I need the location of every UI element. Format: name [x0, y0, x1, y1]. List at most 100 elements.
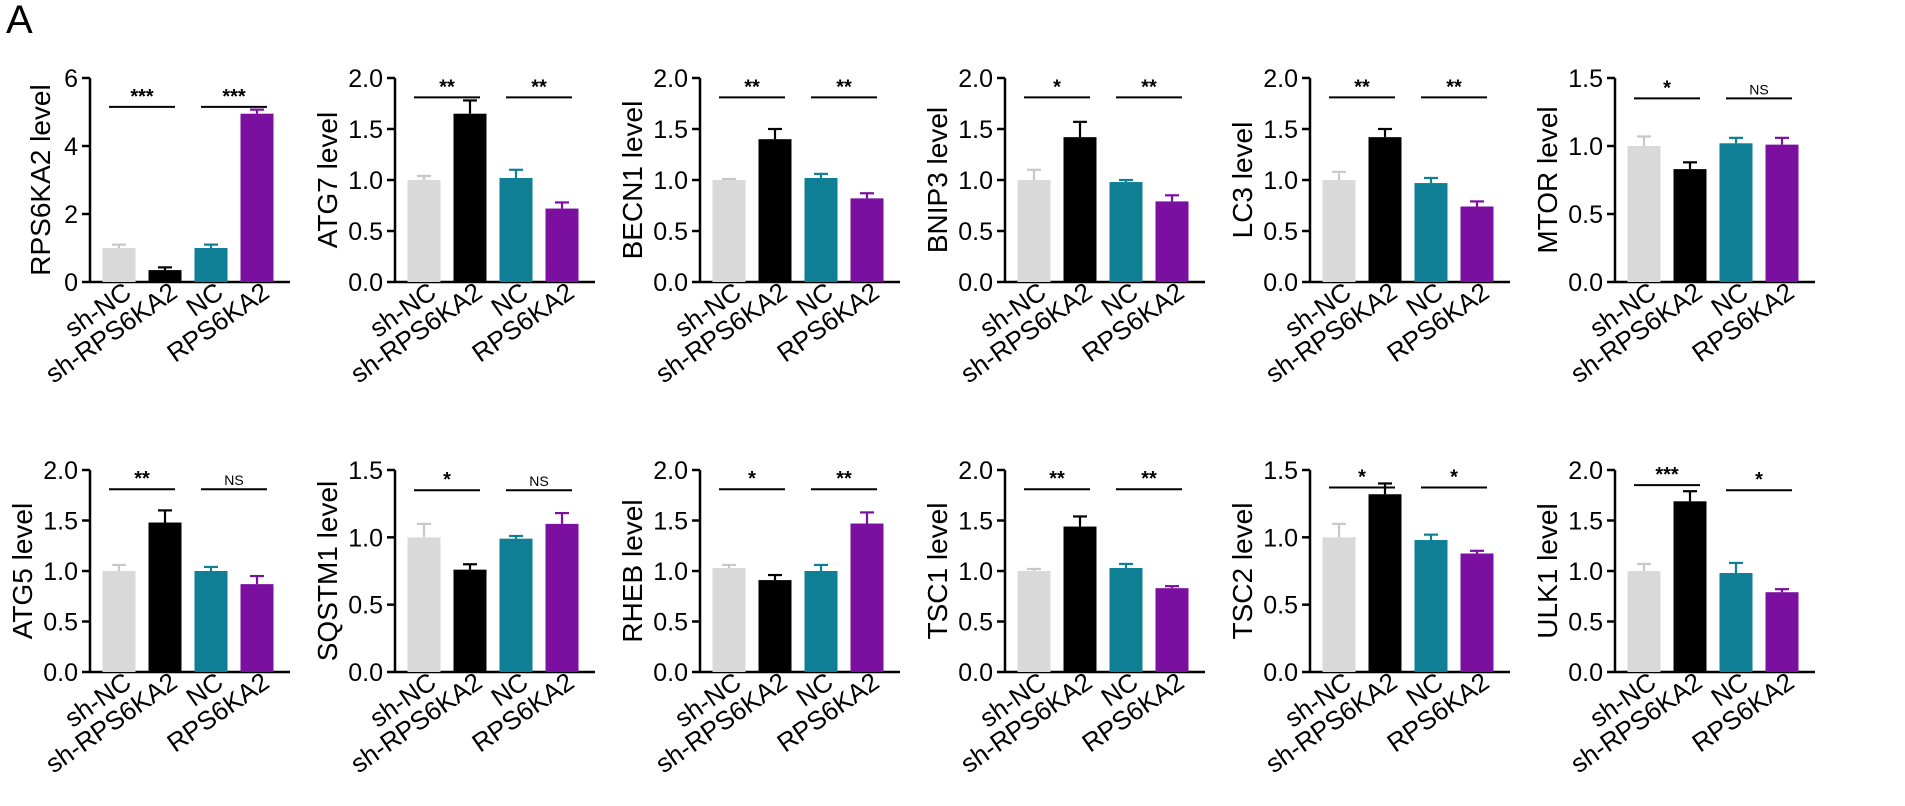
y-tick-label: 1.0 — [43, 558, 78, 586]
significance-label: * — [443, 469, 451, 491]
y-tick-label: 1.5 — [1263, 116, 1298, 144]
y-axis-label: SQSTM1 level — [312, 481, 343, 662]
bar-sh-nc — [1322, 180, 1356, 282]
significance-label: *** — [222, 86, 246, 108]
y-tick-label: 0.0 — [43, 659, 78, 687]
y-tick-label: 1.5 — [653, 508, 688, 536]
bar-sh-nc — [102, 571, 136, 672]
bar-sh-nc — [712, 567, 746, 672]
y-tick-label: 1.0 — [653, 558, 688, 586]
y-tick-label: 0.0 — [1263, 659, 1298, 687]
significance-label: ** — [836, 468, 852, 490]
y-axis-label: RPS6KA2 level — [25, 84, 56, 275]
bar-nc — [499, 177, 533, 282]
y-tick-label: 1.5 — [653, 116, 688, 144]
significance-label: ** — [836, 76, 852, 98]
y-axis-label: TSC1 level — [922, 503, 953, 640]
significance-label: ** — [439, 76, 455, 98]
bar-nc — [1414, 183, 1448, 282]
significance-label: * — [1663, 77, 1671, 99]
y-tick-label: 0.0 — [958, 269, 993, 297]
y-tick-label: 1.0 — [1568, 133, 1603, 161]
y-tick-label: 1.0 — [958, 558, 993, 586]
y-tick-label: 0.5 — [1263, 218, 1298, 246]
significance-label: NS — [224, 472, 243, 488]
bar-sh-rps6ka2 — [1063, 137, 1097, 282]
y-tick-label: 0 — [64, 269, 78, 297]
bar-nc — [1109, 567, 1143, 672]
bar-rps6ka2 — [1460, 553, 1494, 672]
y-tick-label: 1.5 — [1568, 65, 1603, 93]
bar-nc — [194, 571, 228, 672]
bar-sh-rps6ka2 — [758, 580, 792, 672]
y-tick-label: 2.0 — [1263, 65, 1298, 93]
bar-rps6ka2 — [545, 523, 579, 672]
y-tick-label: 1.5 — [1263, 457, 1298, 485]
significance-label: ** — [1446, 76, 1462, 98]
y-tick-label: 0.0 — [653, 659, 688, 687]
significance-label: ** — [1141, 468, 1157, 490]
y-axis-label: BECN1 level — [617, 101, 648, 260]
bar-sh-nc — [407, 180, 441, 282]
bar-sh-rps6ka2 — [453, 113, 487, 282]
bar-nc — [499, 538, 533, 672]
bar-nc — [1109, 182, 1143, 282]
y-tick-label: 2.0 — [1568, 457, 1603, 485]
y-tick-label: 0.0 — [653, 269, 688, 297]
y-tick-label: 0.5 — [1263, 592, 1298, 620]
bar-sh-nc — [1017, 571, 1051, 672]
y-axis-label: ULK1 level — [1532, 503, 1563, 638]
y-tick-label: 1.0 — [958, 167, 993, 195]
y-tick-label: 2 — [64, 201, 78, 229]
bar-nc — [1719, 143, 1753, 282]
significance-label: * — [748, 468, 756, 490]
y-tick-label: 0.5 — [653, 218, 688, 246]
y-tick-label: 6 — [64, 65, 78, 93]
significance-label: ** — [744, 76, 760, 98]
bar-sh-nc — [407, 537, 441, 672]
bar-nc — [1719, 573, 1753, 672]
y-tick-label: 0.5 — [348, 592, 383, 620]
y-tick-label: 1.0 — [1263, 524, 1298, 552]
y-tick-label: 1.5 — [958, 508, 993, 536]
y-tick-label: 1.0 — [348, 167, 383, 195]
y-tick-label: 2.0 — [653, 457, 688, 485]
y-tick-label: 0.5 — [958, 609, 993, 637]
y-tick-label: 0.0 — [348, 659, 383, 687]
y-tick-label: 2.0 — [958, 457, 993, 485]
bar-sh-rps6ka2 — [1673, 501, 1707, 672]
y-tick-label: 2.0 — [43, 457, 78, 485]
y-tick-label: 0.5 — [1568, 609, 1603, 637]
y-tick-label: 0.0 — [348, 269, 383, 297]
y-axis-label: RHEB level — [617, 499, 648, 642]
significance-label: ** — [1354, 76, 1370, 98]
y-tick-label: 0.5 — [1568, 201, 1603, 229]
bar-sh-nc — [102, 248, 136, 282]
y-axis-label: MTOR level — [1532, 106, 1563, 253]
bar-nc — [804, 571, 838, 672]
bar-rps6ka2 — [545, 208, 579, 282]
bar-rps6ka2 — [240, 584, 274, 672]
bar-nc — [804, 177, 838, 282]
y-tick-label: 1.0 — [1263, 167, 1298, 195]
bar-rps6ka2 — [1155, 201, 1189, 282]
y-tick-label: 1.5 — [958, 116, 993, 144]
y-axis-label: ATG5 level — [7, 503, 38, 639]
y-axis-label: TSC2 level — [1227, 503, 1258, 640]
y-tick-label: 1.0 — [1568, 558, 1603, 586]
y-tick-label: 2.0 — [653, 65, 688, 93]
bar-sh-rps6ka2 — [148, 270, 182, 282]
y-tick-label: 0.5 — [958, 218, 993, 246]
